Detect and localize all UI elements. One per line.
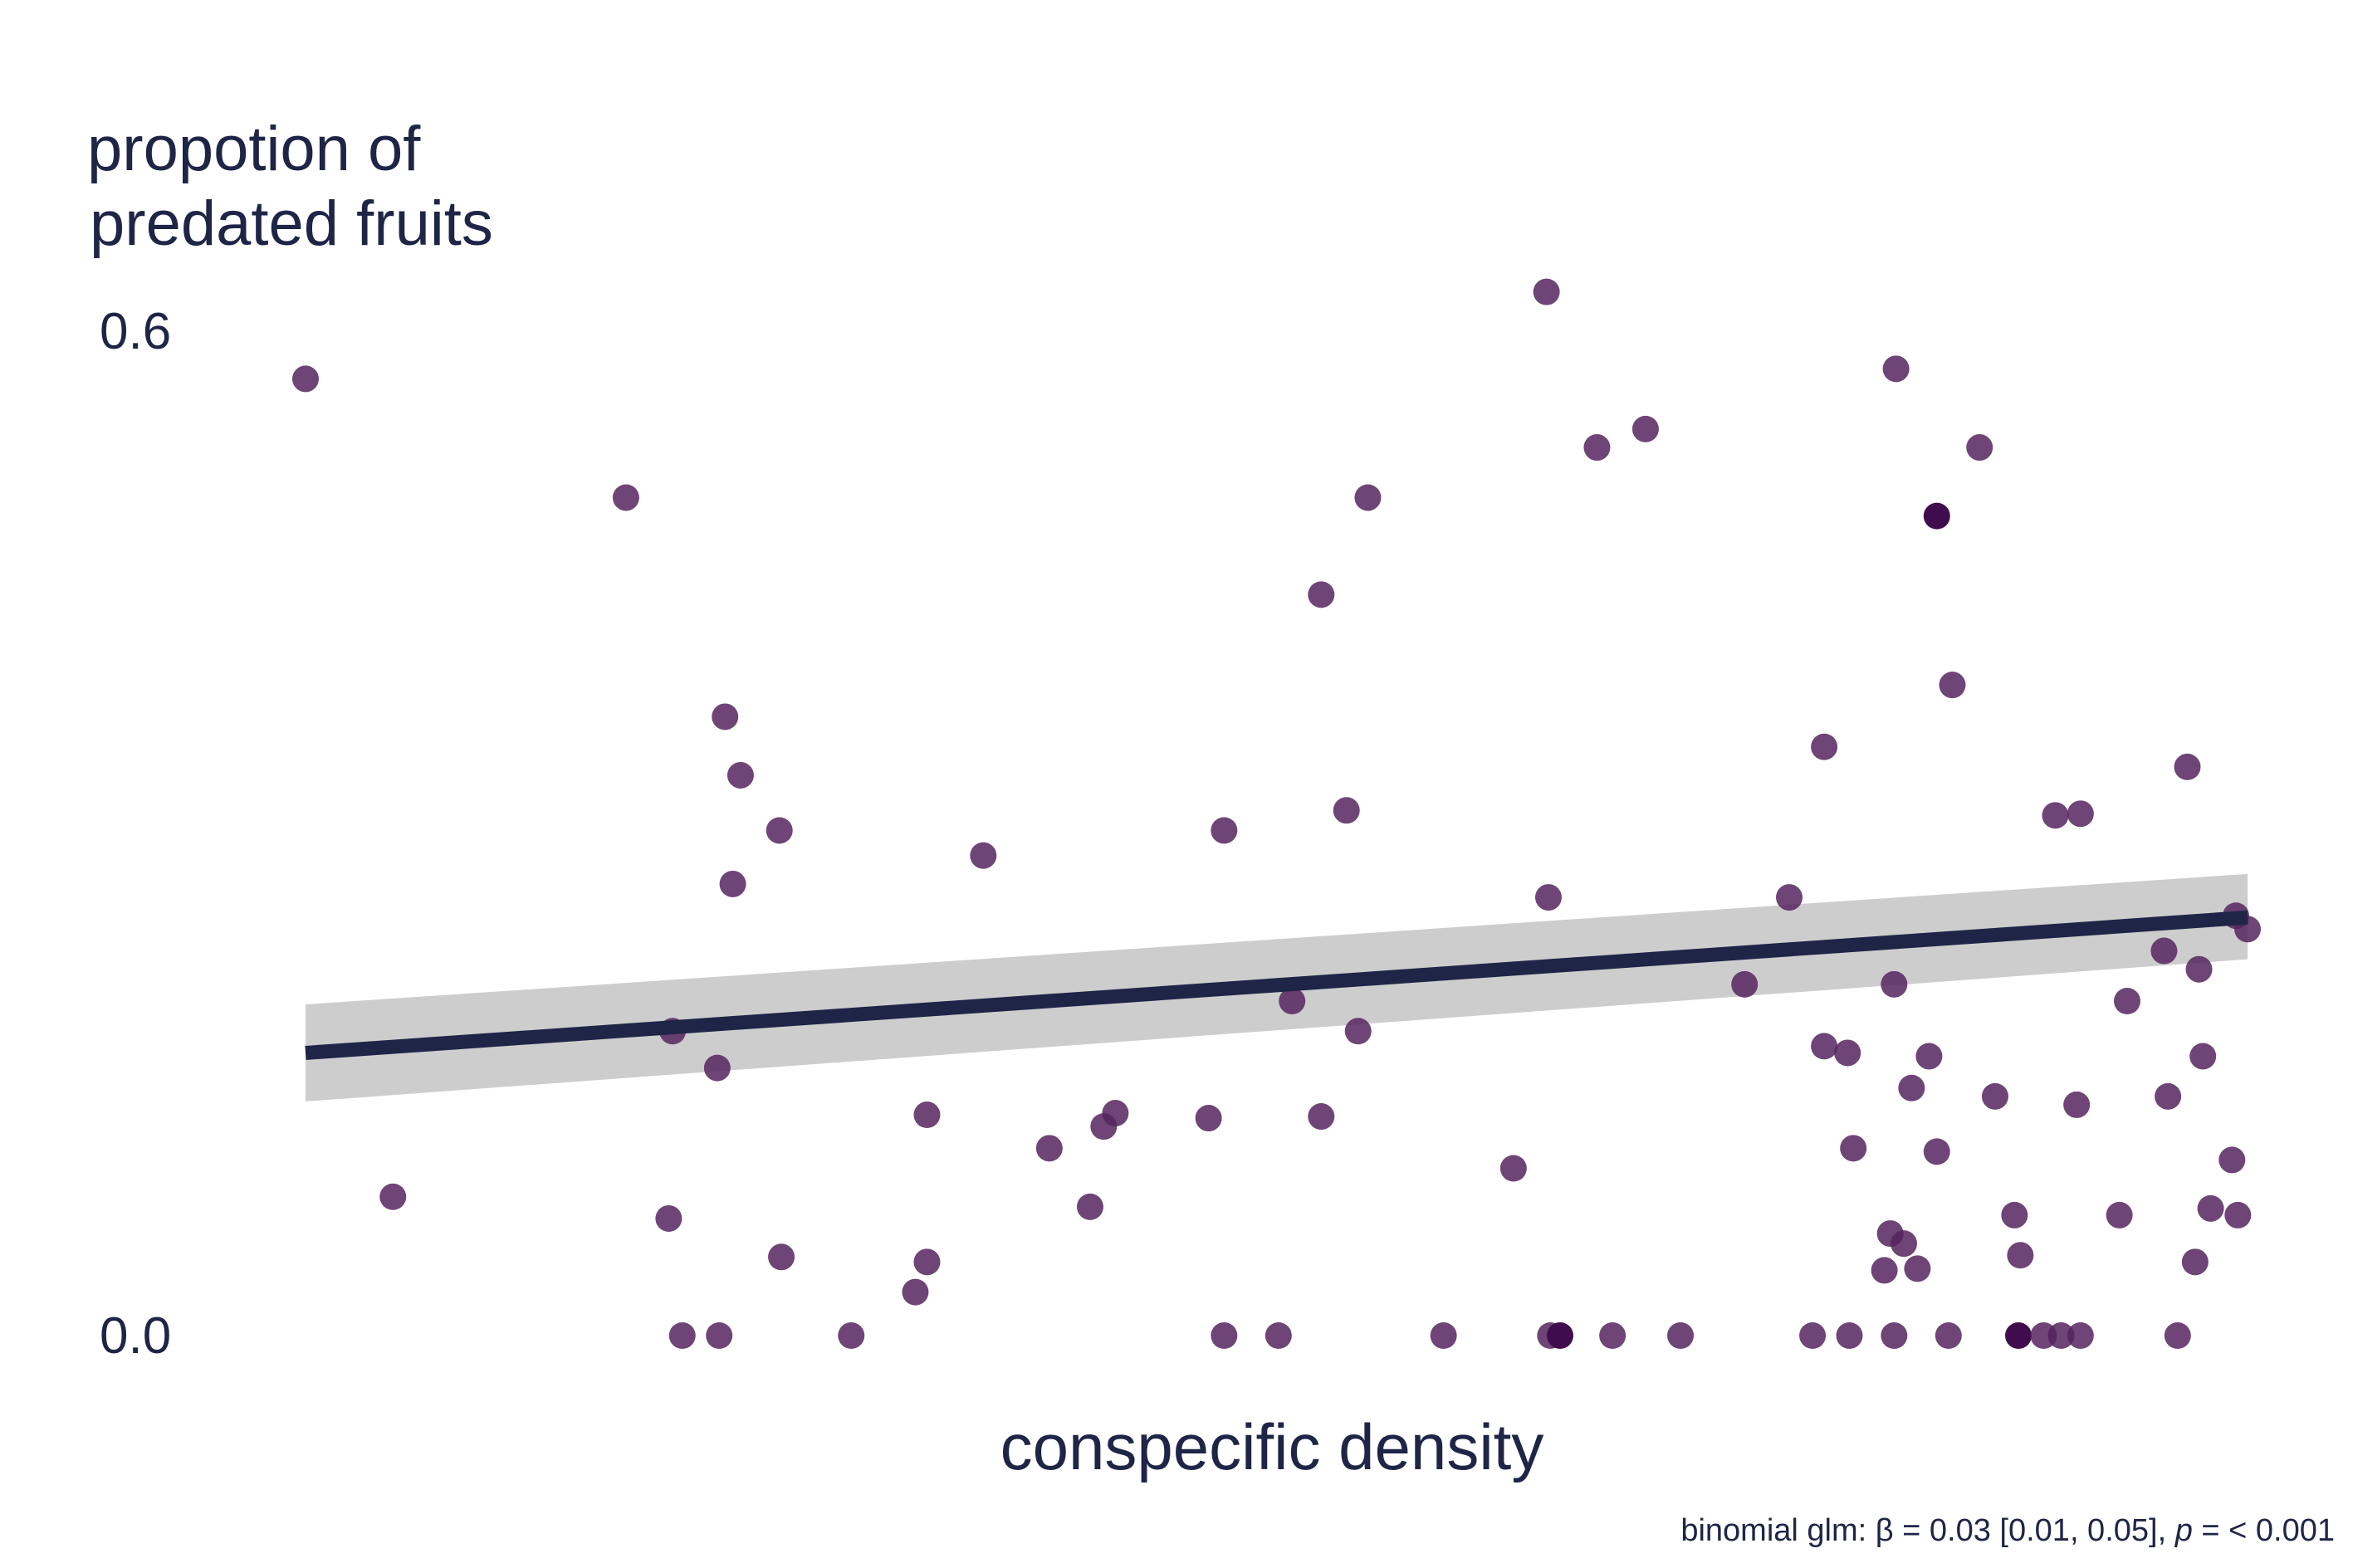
data-point [1430, 1322, 1457, 1349]
data-point [1354, 484, 1382, 511]
data-point [1308, 1103, 1335, 1131]
data-point [2106, 1201, 2133, 1229]
data-point [1211, 817, 1238, 844]
data-point [1882, 355, 1910, 383]
data-point [1923, 502, 1950, 530]
model-caption: binomial glm: β = 0.03 [0.01, 0.05], p =… [1680, 1513, 2335, 1548]
data-point [2047, 1322, 2075, 1349]
data-point [1499, 1155, 1527, 1182]
data-point [1981, 1082, 2008, 1110]
data-point [2067, 1322, 2094, 1349]
data-point [2004, 1322, 2032, 1349]
data-point [655, 1204, 682, 1232]
data-point [902, 1278, 929, 1306]
data-point [1599, 1322, 1627, 1349]
data-point [1811, 1033, 1838, 1060]
data-point [766, 817, 793, 844]
data-point [838, 1322, 865, 1349]
data-point [292, 365, 319, 393]
data-point [1775, 884, 1803, 911]
data-point [2007, 1242, 2034, 1269]
caption-p-symbol: p [2174, 1513, 2193, 1548]
data-point [1915, 1043, 1943, 1070]
data-point [1035, 1135, 1063, 1162]
data-point [1923, 1138, 1950, 1165]
data-point [2164, 1322, 2191, 1349]
data-point [1904, 1255, 1931, 1282]
data-point [1871, 1257, 1898, 1284]
data-point [1799, 1322, 1827, 1349]
data-point [768, 1243, 795, 1271]
data-point [2189, 1043, 2217, 1070]
y-axis-title-line-1: propotion of [87, 114, 421, 184]
x-axis-title: conspecific density [1000, 1410, 1544, 1483]
data-point [1966, 434, 1993, 462]
data-point [379, 1183, 407, 1210]
data-point [706, 1322, 733, 1349]
data-point [2063, 1091, 2091, 1118]
y-tick-label-bottom: 0.0 [100, 1307, 171, 1365]
data-point [1333, 797, 1360, 824]
data-point [2150, 937, 2178, 965]
data-point [1881, 1322, 1908, 1349]
data-point [668, 1322, 696, 1349]
regression-line-layer [305, 910, 2248, 1060]
data-point [1102, 1100, 1129, 1127]
data-point [2218, 1146, 2246, 1174]
data-point [1211, 1322, 1238, 1349]
data-point [970, 842, 997, 869]
data-point [2185, 955, 2213, 983]
data-point [1279, 988, 1306, 1014]
data-point [2174, 753, 2201, 780]
data-point [1834, 1039, 1861, 1067]
data-point [1546, 1322, 1573, 1349]
data-point [1076, 1193, 1103, 1220]
data-point [1534, 884, 1562, 911]
data-point [913, 1102, 941, 1129]
data-point [1898, 1074, 1925, 1102]
data-point [1890, 1230, 1917, 1258]
data-point [1935, 1322, 1962, 1349]
y-axis-title-line-2: predated fruits [90, 188, 493, 259]
data-point [1731, 970, 1759, 998]
data-point [1533, 278, 1560, 305]
data-point [2067, 800, 2094, 828]
data-point [1836, 1322, 1863, 1349]
data-point [2042, 802, 2069, 829]
data-point [2224, 1201, 2252, 1229]
data-point [712, 703, 739, 730]
data-point [1344, 1018, 1372, 1045]
data-points-layer [292, 278, 2261, 1349]
data-point [1667, 1322, 1695, 1349]
data-point [2181, 1248, 2209, 1276]
data-point [1840, 1135, 1867, 1162]
data-point [2197, 1194, 2224, 1222]
data-point [1939, 672, 1966, 699]
regression-line [305, 910, 2248, 1060]
caption-suffix: = < 0.001 [2193, 1513, 2335, 1548]
y-tick-label-top: 0.6 [100, 303, 171, 360]
data-point [1195, 1105, 1222, 1132]
data-point [1631, 415, 1659, 442]
data-point [2001, 1201, 2028, 1229]
data-point [2113, 988, 2140, 1014]
data-point [2155, 1082, 2182, 1110]
data-point [719, 870, 746, 897]
data-point [1583, 434, 1611, 462]
data-point [703, 1054, 731, 1082]
data-point [612, 484, 639, 511]
data-point [1265, 1322, 1292, 1349]
data-point [1308, 581, 1335, 608]
data-point [1881, 970, 1908, 998]
data-point [913, 1248, 941, 1276]
data-point [726, 761, 754, 789]
data-point [1811, 733, 1838, 760]
caption-prefix: binomial glm: β = 0.03 [0.01, 0.05], [1680, 1513, 2174, 1548]
